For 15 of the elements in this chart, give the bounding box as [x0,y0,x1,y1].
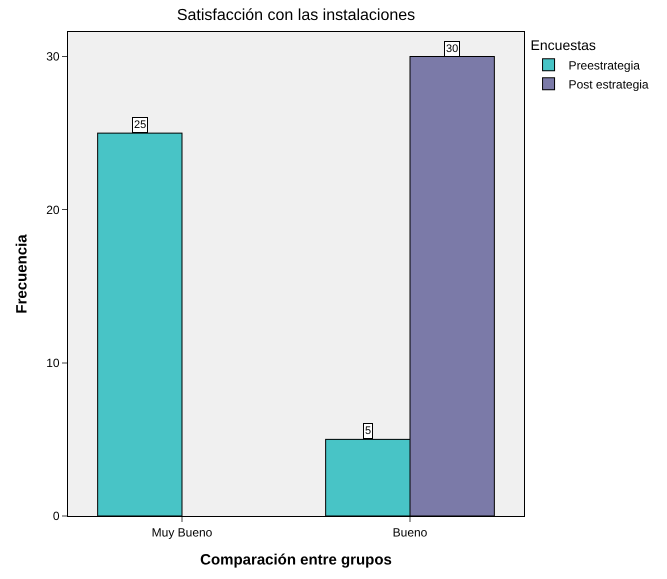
legend-label: Preestrategia [568,58,640,72]
y-tick-label: 20 [46,202,60,217]
legend-label: Post estrategia [568,77,649,92]
data-label: 25 [134,119,146,131]
legend-title: Encuestas [530,37,596,54]
x-tick-label: Muy Bueno [152,525,213,540]
x-axis-title: Comparación entre grupos [200,551,392,568]
y-tick-label: 0 [52,509,60,524]
y-tick-label: 10 [46,356,60,370]
data-label: 30 [446,43,458,55]
y-tick-label: 30 [46,50,60,64]
data-label: 5 [365,425,372,437]
chart-title: Satisfacción con las instalaciones [176,6,416,24]
y-axis-title: Frecuencia [13,234,30,314]
x-tick-label: Bueno [392,525,428,540]
